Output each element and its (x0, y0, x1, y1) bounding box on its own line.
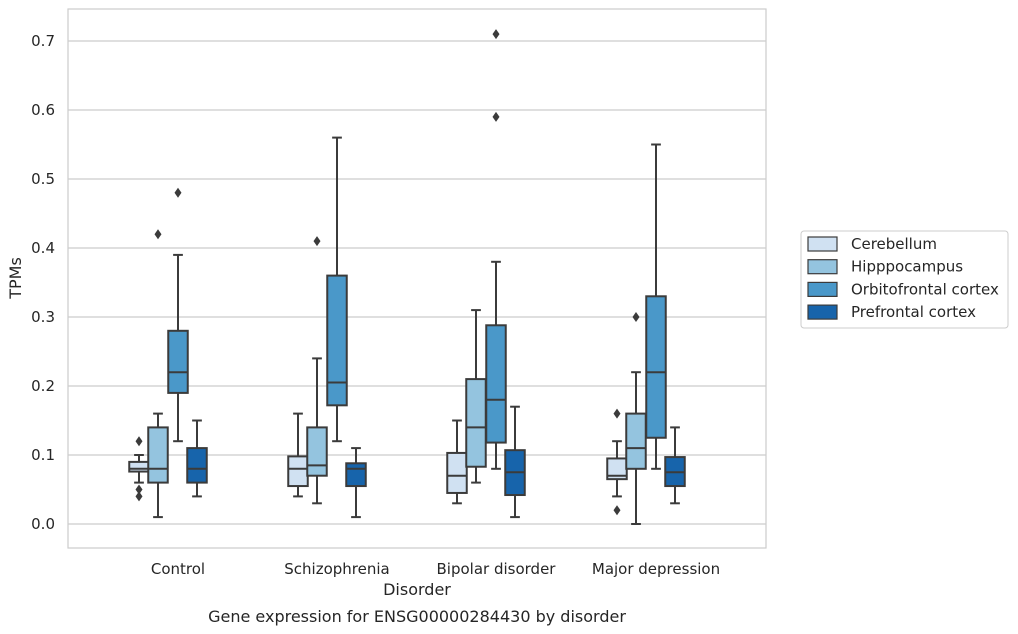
outlier-point (154, 229, 162, 240)
outlier-point (135, 491, 143, 502)
box-hipppocampus (147, 229, 169, 519)
x-tick-label: Major depression (592, 560, 720, 578)
box-iqr (345, 462, 367, 488)
box-cerebellum (446, 419, 468, 505)
outlier-point (135, 436, 143, 447)
outlier-point (174, 187, 182, 198)
box-cerebellum (128, 436, 150, 502)
box-iqr (306, 426, 328, 477)
y-tick-label: 0.1 (31, 446, 55, 464)
grid-lines (68, 40, 766, 525)
y-tick-label: 0.6 (31, 101, 55, 119)
box-iqr (485, 324, 507, 444)
legend-swatch (807, 236, 838, 252)
box-hipppocampus (306, 236, 328, 505)
y-tick-label: 0.0 (31, 515, 55, 533)
box-iqr (625, 412, 647, 470)
box-orbitofrontal-cortex (485, 29, 507, 470)
legend-frame (800, 230, 1009, 329)
box-iqr (465, 378, 487, 468)
y-tick-labels: 0.0 0.1 0.2 0.3 0.4 0.5 0.6 0.7 (31, 32, 55, 533)
outlier-point (492, 111, 500, 122)
box-iqr (645, 295, 667, 439)
outlier-point (613, 408, 621, 419)
box-prefrontal-cortex (345, 447, 367, 519)
x-tick-label: Control (151, 560, 205, 578)
box-iqr (446, 451, 468, 494)
y-axis-label: TPMs (6, 257, 25, 300)
box-prefrontal-cortex (664, 426, 686, 505)
box-hipppocampus (465, 309, 487, 484)
box-cerebellum (606, 408, 628, 516)
chart-caption: Gene expression for ENSG00000284430 by d… (208, 607, 626, 626)
legend: Cerebellum Hipppocampus Orbitofrontal cort… (800, 230, 1009, 329)
box-iqr (167, 329, 189, 394)
y-tick-label: 0.3 (31, 308, 55, 326)
legend-label: Hipppocampus (851, 258, 963, 276)
x-axis-label: Disorder (383, 580, 451, 599)
box-iqr (147, 426, 169, 484)
box-orbitofrontal-cortex (645, 143, 667, 470)
box-hipppocampus (625, 312, 647, 525)
box-prefrontal-cortex (186, 419, 208, 498)
y-tick-label: 0.4 (31, 239, 55, 257)
box-orbitofrontal-cortex (167, 187, 189, 443)
legend-label: Orbitofrontal cortex (851, 280, 999, 298)
y-tick-label: 0.2 (31, 377, 55, 395)
box-prefrontal-cortex (504, 405, 526, 519)
box-orbitofrontal-cortex (326, 136, 348, 443)
legend-label: Cerebellum (851, 235, 937, 253)
box-series (128, 29, 686, 525)
x-tick-label: Bipolar disorder (437, 560, 557, 578)
outlier-point (135, 484, 143, 495)
outlier-point (492, 29, 500, 40)
box-cerebellum (287, 412, 309, 498)
box-iqr (287, 455, 309, 488)
outlier-point (313, 236, 321, 247)
x-tick-label: Schizophrenia (284, 560, 389, 578)
y-tick-label: 0.7 (31, 32, 55, 50)
y-tick-label: 0.5 (31, 170, 55, 188)
x-tick-labels: Control Schizophrenia Bipolar disorder Majo… (151, 560, 720, 578)
outlier-point (613, 505, 621, 516)
legend-label: Prefrontal cortex (851, 303, 976, 321)
legend-swatch (807, 304, 838, 320)
plot-frame (67, 8, 767, 549)
box-iqr (326, 274, 348, 407)
box-iqr (186, 447, 208, 484)
legend-swatch (807, 259, 838, 275)
outlier-point (632, 312, 640, 322)
legend-swatch (807, 281, 838, 297)
box-iqr (128, 460, 150, 473)
